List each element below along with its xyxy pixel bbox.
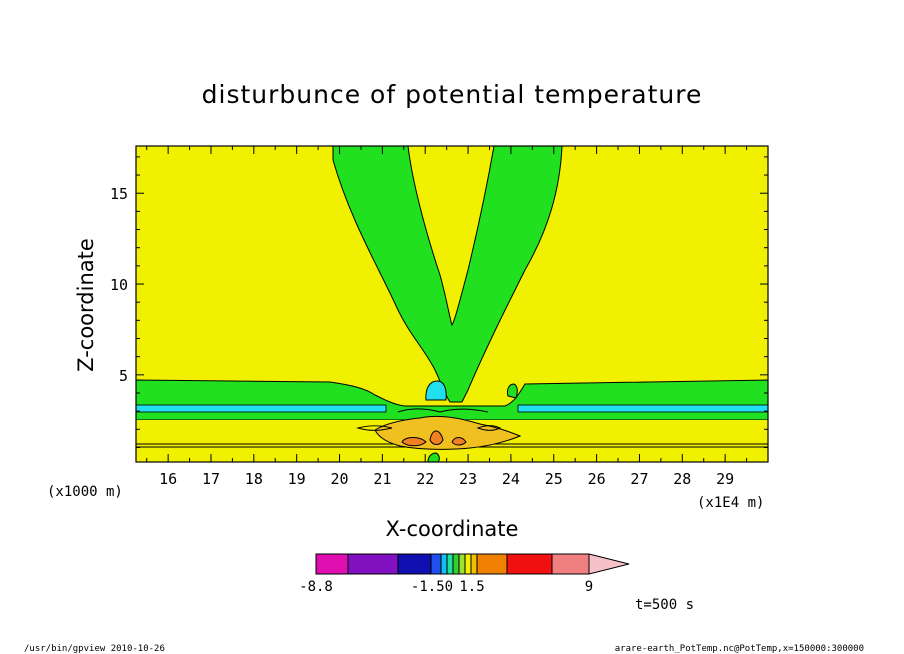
y-tick-label: 10: [110, 276, 128, 294]
green-bump: [507, 383, 518, 399]
colorbar-swatch: [397, 553, 432, 575]
x-tick-label: 17: [202, 470, 220, 488]
dark-orange-blob-1: [401, 437, 427, 447]
colorbar-arrow: [588, 553, 630, 575]
y-tick-label: 5: [119, 367, 128, 385]
y-tick-label: 15: [110, 185, 128, 203]
x-axis-ticks: 16 17 18 19 20 21 22 23 24 25 26 27 28 29: [146, 146, 748, 488]
footer-right: arare-earth_PotTemp.nc@PotTemp,x=150000:…: [615, 644, 864, 654]
y-axis-label: Z-coordinate: [74, 238, 98, 372]
x-tick-label: 27: [630, 470, 648, 488]
colorbar-swatch: [347, 553, 399, 575]
x-tick-label: 25: [545, 470, 563, 488]
dark-orange-blob-3: [451, 437, 467, 446]
y-unit-label: (x1000 m): [47, 484, 123, 500]
x-unit-label: (x1E4 m): [697, 495, 764, 511]
colorbar-labels: -8.8 -1.50 1.5 9: [299, 579, 593, 595]
colorbar-swatch: [315, 553, 349, 575]
colorbar-swatch: [476, 553, 508, 575]
x-tick-label: 24: [502, 470, 520, 488]
contour-wave-1: [356, 425, 393, 431]
dark-orange-blob-2: [429, 430, 444, 445]
cyan-band-right: [517, 404, 768, 413]
plot-frame: [135, 145, 769, 463]
colorbar-swatch: [464, 553, 472, 575]
y-axis-ticks: 5 10 15: [110, 156, 768, 448]
x-tick-label: 19: [288, 470, 306, 488]
colorbar-swatch: [446, 553, 454, 575]
contour-wave-3: [397, 408, 489, 413]
footer-left: /usr/bin/gpview 2010-10-26: [24, 644, 165, 654]
x-tick-label: 26: [588, 470, 606, 488]
green-bottom-blob: [427, 452, 440, 462]
colorbar-swatch: [470, 553, 478, 575]
colorbar-label: 1.5: [459, 579, 484, 595]
colorbar-swatch: [458, 553, 466, 575]
x-tick-label: 22: [416, 470, 434, 488]
colorbar-swatch: [551, 553, 590, 575]
colorbar: [315, 553, 630, 575]
x-tick-label: 29: [716, 470, 734, 488]
green-plume-region: [332, 146, 563, 403]
colorbar-label: -8.8: [299, 579, 333, 595]
colorbar-label: -1.50: [411, 579, 453, 595]
colorbar-label: 9: [585, 579, 593, 595]
x-tick-label: 23: [459, 470, 477, 488]
chart-title: disturbunce of potential temperature: [202, 80, 703, 109]
cyan-blob: [425, 380, 447, 401]
plot-area: [136, 146, 768, 462]
colorbar-swatch: [430, 553, 442, 575]
contour-wave-2: [476, 425, 502, 431]
x-tick-label: 18: [245, 470, 263, 488]
colorbar-swatch: [452, 553, 460, 575]
x-tick-label: 21: [373, 470, 391, 488]
colorbar-swatch: [440, 553, 448, 575]
time-label: t=500 s: [635, 597, 694, 613]
x-tick-label: 16: [159, 470, 177, 488]
x-tick-label: 20: [330, 470, 348, 488]
colorbar-swatch: [506, 553, 553, 575]
x-tick-label: 28: [673, 470, 691, 488]
cyan-band-left: [136, 404, 387, 413]
x-axis-label: X-coordinate: [386, 517, 519, 541]
